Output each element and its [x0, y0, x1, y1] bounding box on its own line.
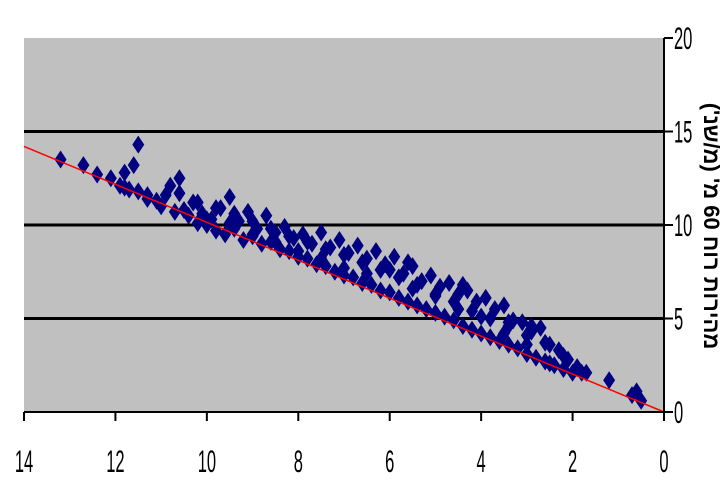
data-point [388, 247, 401, 266]
data-point [292, 242, 305, 261]
data-point [498, 296, 510, 315]
trendline [23, 145, 665, 413]
data-point [264, 219, 277, 238]
data-point [484, 309, 497, 328]
y-tick-label: 15 [674, 115, 692, 150]
data-point [438, 307, 451, 326]
x-tick-label: 2 [568, 444, 577, 479]
x-tick-labels: 14 12 10 8 6 4 2 0 [15, 444, 669, 479]
data-point [466, 302, 478, 321]
x-tick-label: 14 [15, 444, 33, 479]
data-point [91, 165, 104, 184]
data-point [543, 354, 556, 373]
data-point [447, 311, 460, 330]
data-point [479, 288, 492, 307]
x-tick-label: 4 [477, 444, 486, 479]
data-point [54, 150, 67, 169]
data-point [411, 296, 424, 315]
data-point [351, 236, 364, 255]
data-point [530, 348, 542, 367]
data-point [475, 307, 488, 326]
data-point [315, 249, 328, 268]
data-point [223, 214, 236, 233]
data-point [498, 324, 510, 343]
data-point [525, 316, 538, 335]
data-point [520, 335, 533, 354]
data-point [360, 264, 373, 283]
x-tick-label: 0 [659, 444, 668, 479]
data-point [452, 300, 465, 319]
data-point [283, 227, 296, 246]
data-point [603, 371, 616, 390]
data-point [534, 318, 547, 337]
data-point [356, 253, 369, 272]
data-point [502, 313, 515, 332]
data-point [338, 245, 350, 264]
data-point [118, 163, 131, 182]
data-point [566, 363, 579, 382]
data-point [557, 359, 570, 378]
y-tick-label: 10 [674, 208, 692, 243]
data-point [429, 303, 442, 322]
axes [23, 37, 673, 421]
y-axis-title: מהירות רוח 60 מ' (מ/שנ') [699, 103, 724, 350]
y-tick-label: 0 [674, 395, 683, 430]
trendline-group [23, 145, 665, 413]
data-point [370, 242, 382, 261]
y-tick-labels: 0 5 10 15 20 [674, 21, 692, 430]
data-point [223, 187, 236, 206]
data-point [516, 313, 529, 332]
data-point [210, 199, 222, 218]
data-point [557, 346, 570, 365]
data-point [191, 214, 204, 233]
data-point [173, 184, 186, 203]
data-point [635, 391, 648, 410]
gridlines [24, 130, 664, 320]
x-tick-label: 12 [106, 444, 124, 479]
data-point [104, 169, 117, 188]
data-point [402, 292, 414, 311]
x-tick-label: 6 [385, 444, 394, 479]
data-point [374, 260, 387, 279]
data-point [456, 275, 469, 294]
data-point [520, 345, 533, 364]
data-point [132, 135, 145, 154]
data-point [246, 212, 259, 231]
data-point [383, 260, 396, 279]
data-point [420, 300, 433, 319]
data-point [246, 225, 259, 244]
data-point [402, 253, 414, 272]
data-point [406, 279, 419, 298]
data-point [315, 223, 328, 242]
y-tick-label: 20 [674, 21, 692, 56]
data-point [173, 169, 186, 188]
data-point [269, 232, 282, 251]
data-point [182, 206, 195, 225]
data-point [539, 333, 552, 352]
data-point [443, 273, 456, 292]
data-point [392, 268, 405, 287]
y-tick-label: 5 [674, 302, 683, 337]
data-point [219, 225, 232, 244]
data-point [127, 156, 140, 175]
data-point [333, 230, 346, 249]
data-point [429, 287, 442, 306]
data-point [210, 221, 222, 240]
data-point [424, 266, 437, 285]
data-point [255, 234, 268, 253]
x-tick-label: 10 [198, 444, 216, 479]
data-point [141, 189, 154, 208]
data-point [191, 193, 204, 212]
x-tick-label: 8 [294, 444, 303, 479]
data-point [260, 206, 273, 225]
data-point [159, 186, 172, 205]
data-point [338, 259, 350, 278]
data-point [301, 232, 314, 251]
